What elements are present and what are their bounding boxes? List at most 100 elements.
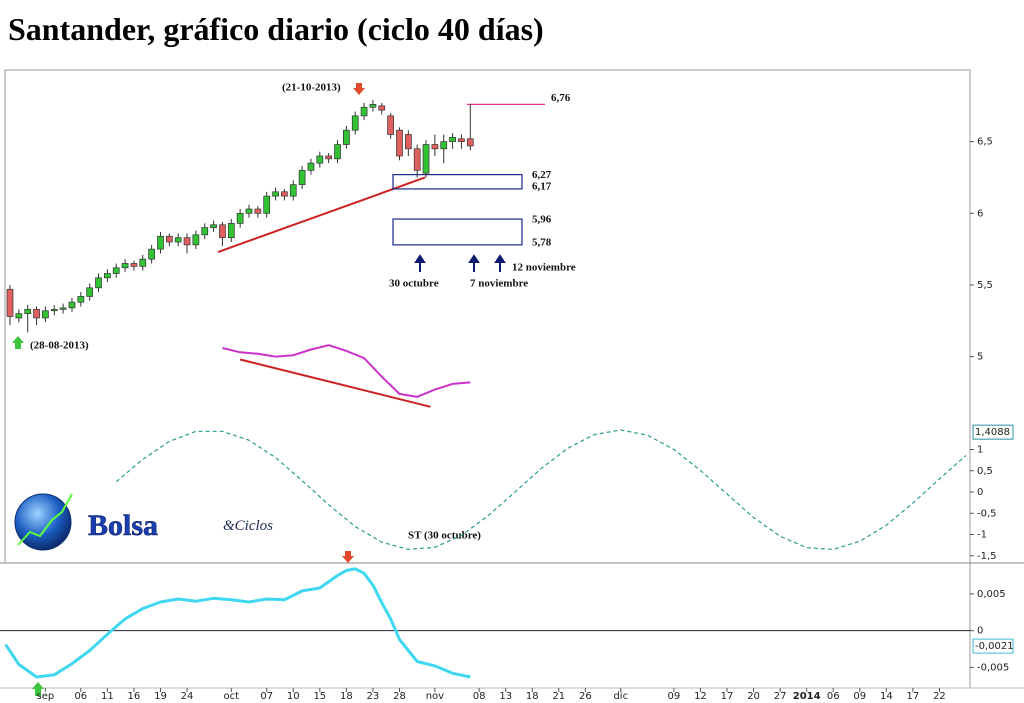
y-tick-label: 6 [977, 208, 983, 219]
annotation: (28-08-2013) [30, 340, 89, 352]
y-tick-label: 0,005 [977, 589, 1006, 600]
candle-body [121, 263, 129, 269]
annotation: ST (30 octubre) [408, 530, 481, 542]
candle-body [466, 138, 474, 147]
candle-body [351, 115, 359, 131]
candle-body [272, 191, 279, 197]
candle-body [325, 155, 333, 160]
candle-body [440, 141, 448, 150]
x-tick-label: 16 [128, 691, 141, 702]
candle-body [112, 267, 120, 274]
low-arrow [12, 336, 24, 349]
x-tick-label: 10 [287, 691, 300, 702]
candle-body [33, 308, 40, 319]
candle-body [245, 208, 253, 214]
candle-body [254, 208, 262, 214]
candle-body [24, 308, 32, 314]
candle-body [77, 296, 85, 303]
logo-globe [14, 493, 72, 551]
x-tick-label: 2014 [793, 691, 821, 702]
candle-body [343, 129, 350, 145]
candle-body [227, 222, 235, 239]
x-tick-label: 09 [853, 691, 866, 702]
y-tick-label: 6,5 [977, 137, 993, 148]
candle-body [236, 212, 244, 224]
x-tick-label: 17 [721, 691, 734, 702]
x-tick-label: 21 [552, 691, 565, 702]
candle-body [6, 288, 14, 317]
x-tick-label: dic [613, 691, 628, 702]
x-tick-label: 14 [880, 691, 893, 702]
candle-body [174, 237, 182, 243]
candle-body [449, 137, 456, 143]
candle-body [360, 106, 368, 117]
y2-tick-label: 0 [977, 487, 983, 498]
trendline [217, 176, 426, 253]
target-label: 6,76 [551, 92, 571, 104]
candle-body [59, 307, 67, 310]
candle-body [422, 144, 430, 174]
x-tick-label: 19 [154, 691, 167, 702]
candle-body [334, 144, 341, 160]
x-tick-label: 24 [181, 691, 194, 702]
candle-body [378, 105, 386, 111]
candle-body [68, 301, 76, 309]
x-tick-label: 26 [579, 691, 592, 702]
zone-label: 6,17 [532, 180, 552, 192]
x-tick-label: 08 [473, 691, 486, 702]
candle-body [95, 277, 102, 289]
y2-tick-label: 0,5 [977, 466, 993, 477]
indicator-line [222, 344, 471, 398]
y-tick-label: 5,5 [977, 280, 993, 291]
candle-body [50, 308, 58, 312]
candle-body [387, 115, 394, 135]
candle-body [307, 162, 315, 171]
x-tick-label: 13 [499, 691, 512, 702]
x-tick-label: sep [37, 691, 55, 702]
annotation: 7 noviembre [470, 278, 528, 290]
candle-body [210, 224, 217, 228]
logo-name: Bolsa [88, 509, 158, 542]
candle-body [219, 224, 226, 239]
y-tick-label: 5 [977, 352, 983, 363]
candle-body [86, 287, 94, 297]
last-value-label: 1,4088 [975, 427, 1010, 438]
y-tick-label: 0 [977, 626, 983, 637]
x-tick-label: 06 [74, 691, 87, 702]
zone-label: 5,96 [532, 214, 552, 226]
candle-body [298, 169, 306, 186]
candle-body [165, 235, 173, 243]
y2-tick-label: -0,5 [977, 508, 997, 519]
candle-body [413, 148, 421, 171]
x-tick-label: 20 [747, 691, 760, 702]
x-tick-label: 07 [260, 691, 273, 702]
candle-body [130, 263, 138, 267]
x-tick-label: 09 [668, 691, 681, 702]
x-tick-label: 17 [907, 691, 920, 702]
st-line [4, 567, 471, 679]
candle-body [369, 104, 377, 108]
candle-body [192, 234, 200, 246]
annotation: (21-10-2013) [282, 82, 341, 94]
x-tick-label: 23 [367, 691, 380, 702]
zone-label: 5,78 [532, 236, 552, 248]
candle-body [157, 235, 164, 250]
cycle-arrows [414, 254, 506, 272]
y2-tick-label: 1 [977, 445, 983, 456]
x-tick-label: oct [224, 691, 240, 702]
last-value-label: -0,0021 [975, 641, 1014, 652]
x-tick-label: 11 [101, 691, 114, 702]
x-tick-label: 06 [827, 691, 840, 702]
logo-arrow [17, 493, 73, 546]
candle-body [263, 195, 271, 214]
x-tick-label: 22 [933, 691, 946, 702]
candle-body [289, 184, 297, 197]
y2-tick-label: -1 [977, 530, 987, 541]
candle-body [431, 144, 439, 150]
trendline [239, 358, 431, 408]
cycle-line [115, 429, 967, 551]
st-low-arrow [32, 682, 44, 696]
last-value-box [972, 638, 1014, 654]
x-tick-label: 27 [774, 691, 787, 702]
logo: Bolsa &Ciclos [14, 493, 273, 551]
